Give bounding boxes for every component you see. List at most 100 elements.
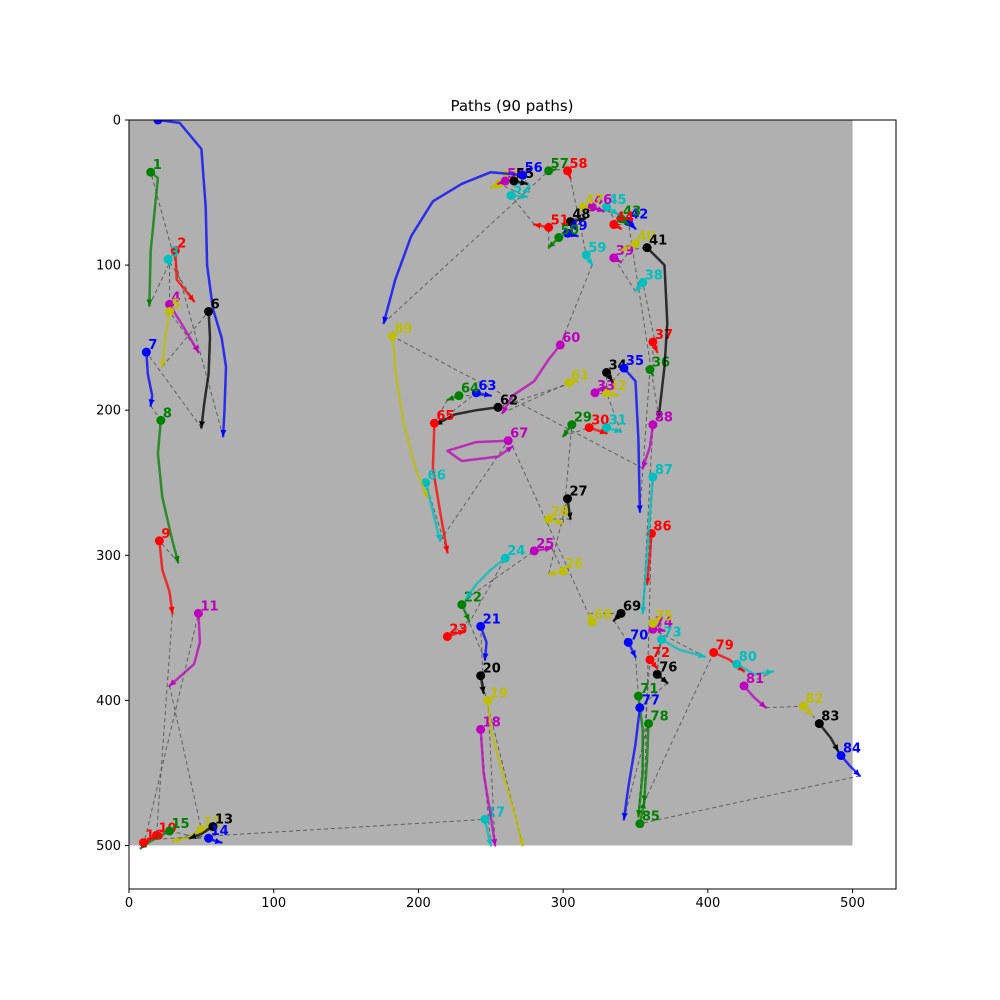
path-start-28 <box>544 514 554 524</box>
path-label-25: 25 <box>536 537 554 552</box>
path-arrow-74 <box>657 626 665 633</box>
path-arrow-50 <box>548 241 556 248</box>
travel-line <box>548 498 568 575</box>
path-arrow-18 <box>491 838 498 846</box>
path-arrow-7 <box>148 399 155 406</box>
path-arrow-75 <box>654 616 662 623</box>
path-start-17 <box>480 814 490 824</box>
path-start-21 <box>476 621 486 631</box>
path-arrow-61 <box>570 379 578 386</box>
travel-line <box>559 264 593 346</box>
path-line-66 <box>424 481 442 543</box>
path-start-37 <box>648 337 658 347</box>
path-arrow-49 <box>570 231 578 238</box>
path-start-69 <box>616 608 626 618</box>
path-arrow-79 <box>737 665 745 672</box>
path-arrow-4 <box>192 345 199 353</box>
path-start-0 <box>153 120 163 125</box>
path-label-87: 87 <box>655 463 673 478</box>
path-arrow-82 <box>805 708 813 715</box>
path-label-2: 2 <box>177 237 186 252</box>
travel-line <box>642 282 658 353</box>
path-arrow-80 <box>766 669 773 676</box>
path-arrow-3 <box>165 258 171 266</box>
path-arrow-42 <box>628 222 636 229</box>
path-start-22 <box>457 600 467 610</box>
travel-line <box>169 685 202 830</box>
travel-line <box>620 243 636 263</box>
path-line-65 <box>431 421 449 554</box>
path-arrow-56 <box>382 316 389 324</box>
path-arrow-40 <box>621 245 629 251</box>
path-label-71: 71 <box>640 682 658 697</box>
path-arrow-24 <box>466 591 473 599</box>
path-start-9 <box>154 536 164 546</box>
travel-line <box>159 540 179 563</box>
path-line-18 <box>479 728 497 847</box>
path-arrow-57 <box>549 167 556 174</box>
path-start-67 <box>503 436 513 446</box>
path-label-32: 32 <box>609 379 627 394</box>
path-label-89: 89 <box>394 322 412 337</box>
path-line-56 <box>382 170 524 325</box>
path-label-7: 7 <box>148 338 157 353</box>
travel-line <box>499 183 528 198</box>
path-arrow-73 <box>698 652 705 659</box>
path-label-35: 35 <box>626 354 644 369</box>
path-label-68: 68 <box>594 608 612 623</box>
path-arrow-85 <box>639 801 646 809</box>
path-label-75: 75 <box>655 609 673 624</box>
path-start-60 <box>555 340 565 350</box>
path-label-28: 28 <box>551 505 569 520</box>
path-arrow-28 <box>556 518 564 525</box>
path-line-67 <box>446 439 514 463</box>
path-arrow-70 <box>629 649 636 657</box>
path-label-83: 83 <box>821 710 839 725</box>
path-arrow-1 <box>146 299 153 306</box>
path-arrow-29 <box>563 429 570 437</box>
path-arrow-87 <box>640 606 647 614</box>
path-label-41: 41 <box>649 234 667 249</box>
path-arrow-78 <box>641 795 648 802</box>
path-arrow-5 <box>159 360 166 367</box>
path-label-86: 86 <box>653 520 671 535</box>
travel-line <box>643 533 652 802</box>
path-label-26: 26 <box>565 557 583 572</box>
path-arrow-66 <box>435 533 442 541</box>
travel-line <box>743 670 774 687</box>
path-arrow-65 <box>443 545 450 553</box>
path-arrow-35 <box>636 505 643 512</box>
path-label-4: 4 <box>172 290 181 305</box>
path-line-89 <box>391 334 429 499</box>
path-label-1: 1 <box>153 158 162 173</box>
path-arrow-20 <box>479 686 486 694</box>
path-label-16: 16 <box>145 829 163 844</box>
path-arrow-54 <box>498 178 506 185</box>
path-arrow-83 <box>832 744 839 752</box>
path-arrow-2 <box>187 294 195 302</box>
path-label-6: 6 <box>211 298 220 313</box>
travel-line <box>510 195 535 225</box>
path-arrow-76 <box>660 676 668 683</box>
path-arrow-9 <box>168 606 175 614</box>
travel-line <box>656 639 663 669</box>
travel-line <box>639 369 651 512</box>
path-start-84 <box>836 751 846 761</box>
path-label-18: 18 <box>483 715 501 730</box>
travel-line <box>765 705 804 709</box>
path-label-5: 5 <box>172 298 181 313</box>
path-arrow-48 <box>578 216 585 223</box>
travel-line <box>569 177 587 256</box>
path-label-73: 73 <box>664 625 682 640</box>
path-arrow-23 <box>457 629 465 636</box>
path-start-70 <box>623 637 633 647</box>
chart-title: Paths (90 paths) <box>450 97 573 115</box>
path-arrow-60 <box>502 406 509 414</box>
path-arrow-68 <box>588 613 595 621</box>
path-arrow-30 <box>599 428 607 435</box>
path-label-42: 42 <box>630 208 648 223</box>
path-label-65: 65 <box>436 409 454 424</box>
path-start-7 <box>141 347 151 357</box>
path-label-27: 27 <box>569 485 587 500</box>
path-arrow-53 <box>490 182 498 189</box>
